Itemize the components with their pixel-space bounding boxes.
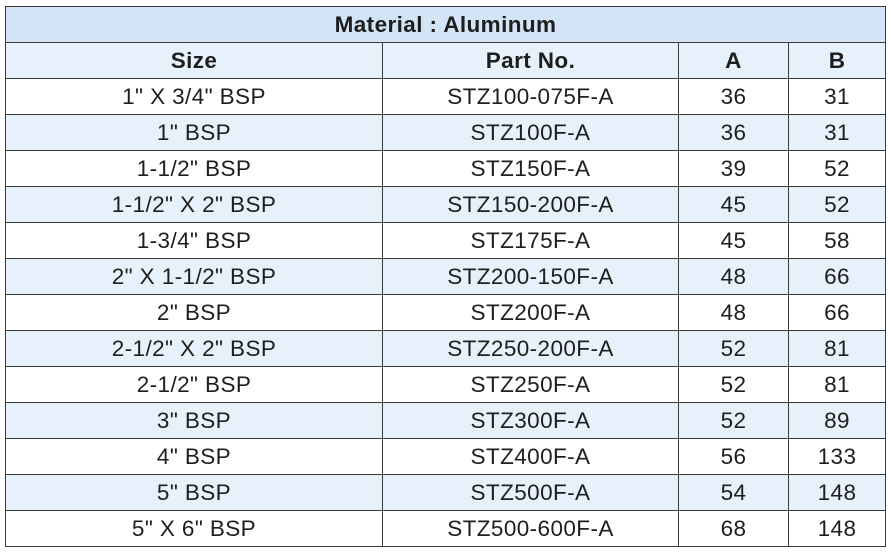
cell-a: 68 [678,510,789,547]
aluminum-parts-table: Material : Aluminum Size Part No. A B 1"… [4,6,887,547]
cell-a: 52 [678,402,789,439]
table-row: 5" X 6" BSP STZ500-600F-A 68 148 [5,510,887,547]
cell-b: 81 [787,366,887,403]
table-row: 2-1/2" BSP STZ250F-A 52 81 [5,366,887,403]
cell-part-no: STZ100-075F-A [382,78,679,115]
cell-size: 3" BSP [5,402,383,439]
table-row: 1-1/2" BSP STZ150F-A 39 52 [5,150,887,187]
cell-part-no: STZ400F-A [382,438,679,475]
cell-a: 52 [678,330,789,367]
cell-b: 31 [787,78,887,115]
cell-b: 148 [787,510,887,547]
cell-a: 36 [678,78,789,115]
cell-b: 58 [787,222,887,259]
column-header-size: Size [5,42,383,79]
table-row: 2" X 1-1/2" BSP STZ200-150F-A 48 66 [5,258,887,295]
cell-b: 81 [787,330,887,367]
cell-size: 2-1/2" X 2" BSP [5,330,383,367]
cell-b: 133 [787,438,887,475]
cell-a: 39 [678,150,789,187]
table-title: Material : Aluminum [4,6,887,43]
cell-size: 1-1/2" BSP [5,150,383,187]
cell-size: 5" BSP [5,474,383,511]
cell-b: 148 [787,474,887,511]
table-title-row: Material : Aluminum [4,6,887,43]
cell-b: 52 [787,186,887,223]
cell-part-no: STZ100F-A [382,114,679,151]
cell-part-no: STZ300F-A [382,402,679,439]
column-header-a: A [678,42,789,79]
cell-a: 45 [678,222,789,259]
table-row: 3" BSP STZ300F-A 52 89 [5,402,887,439]
cell-a: 52 [678,366,789,403]
cell-a: 56 [678,438,789,475]
cell-part-no: STZ150F-A [382,150,679,187]
cell-size: 2" X 1-1/2" BSP [5,258,383,295]
column-header-part-no: Part No. [382,42,679,79]
cell-size: 1" X 3/4" BSP [5,78,383,115]
cell-part-no: STZ500F-A [382,474,679,511]
cell-part-no: STZ500-600F-A [382,510,679,547]
table-row: 1" BSP STZ100F-A 36 31 [5,114,887,151]
cell-a: 48 [678,294,789,331]
cell-size: 2-1/2" BSP [5,366,383,403]
column-header-b: B [787,42,887,79]
cell-part-no: STZ250-200F-A [382,330,679,367]
cell-part-no: STZ200-150F-A [382,258,679,295]
table-row: 2-1/2" X 2" BSP STZ250-200F-A 52 81 [5,330,887,367]
column-header-row: Size Part No. A B [5,42,887,79]
cell-size: 1-3/4" BSP [5,222,383,259]
cell-b: 66 [787,294,887,331]
cell-b: 31 [787,114,887,151]
cell-part-no: STZ250F-A [382,366,679,403]
table-row: 1" X 3/4" BSP STZ100-075F-A 36 31 [5,78,887,115]
cell-size: 1" BSP [5,114,383,151]
cell-size: 1-1/2" X 2" BSP [5,186,383,223]
table-row: 1-3/4" BSP STZ175F-A 45 58 [5,222,887,259]
cell-size: 2" BSP [5,294,383,331]
cell-a: 54 [678,474,789,511]
cell-b: 66 [787,258,887,295]
cell-a: 48 [678,258,789,295]
cell-b: 89 [787,402,887,439]
cell-part-no: STZ150-200F-A [382,186,679,223]
cell-size: 5" X 6" BSP [5,510,383,547]
table-row: 2" BSP STZ200F-A 48 66 [5,294,887,331]
table-row: 5" BSP STZ500F-A 54 148 [5,474,887,511]
table-row: 4" BSP STZ400F-A 56 133 [5,438,887,475]
cell-a: 36 [678,114,789,151]
cell-a: 45 [678,186,789,223]
table-row: 1-1/2" X 2" BSP STZ150-200F-A 45 52 [5,186,887,223]
cell-size: 4" BSP [5,438,383,475]
cell-part-no: STZ200F-A [382,294,679,331]
cell-b: 52 [787,150,887,187]
cell-part-no: STZ175F-A [382,222,679,259]
